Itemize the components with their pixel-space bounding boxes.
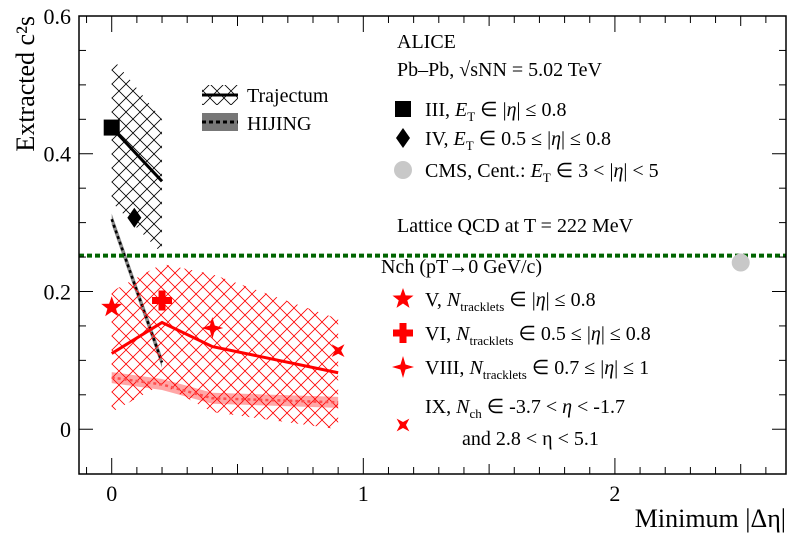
experiment-label: ALICE — [397, 31, 456, 53]
nch-group-label: Nch (pT→0 GeV/c) — [381, 256, 542, 278]
model-band-hijing-nch — [111, 372, 339, 408]
y-tick-label: 0.2 — [44, 279, 72, 304]
legend-label-5: VIII, Ntracklets ∈ 0.7 ≤ |η| ≤ 1 — [425, 357, 649, 382]
data-point-diamond-1 — [127, 207, 142, 228]
legend-marker-3 — [392, 288, 414, 308]
legend-marker-0 — [395, 101, 411, 117]
legend-marker-6 — [396, 418, 410, 432]
legend-marker-1 — [396, 128, 410, 148]
plot-frame — [78, 15, 787, 475]
y-tick-label: 0 — [60, 417, 71, 442]
legend-label-6-line2: and 2.8 < η < 5.1 — [462, 428, 599, 450]
legend-label-0: III, ET ∈ |η| ≤ 0.8 — [425, 99, 567, 124]
data-point-circle-2 — [731, 253, 750, 272]
legend-marker-4 — [393, 323, 413, 343]
x-tick-label: 2 — [609, 481, 620, 506]
lattice-qcd-label: Lattice QCD at T = 222 MeV — [397, 215, 634, 237]
legend-marker-5 — [392, 356, 414, 378]
model-line-trajectum-nch — [110, 320, 339, 375]
legend-label-2: CMS, Cent.: ET ∈ 3 < |η| < 5 — [425, 160, 659, 185]
y-tick-label: 0.4 — [44, 142, 72, 167]
system-label: Pb–Pb, √sNN = 5.02 TeV — [397, 59, 603, 81]
legend-marker-2 — [394, 161, 412, 179]
model-band-trajectum-nch — [111, 263, 339, 430]
data-point-star4-5 — [201, 317, 224, 339]
legend-hijing: HIJING — [202, 113, 311, 135]
model-line-hijing-nch — [111, 376, 339, 404]
legend-hijing-label: HIJING — [247, 113, 311, 135]
data-point-x-6 — [331, 344, 345, 358]
data-point-cross-4 — [152, 290, 173, 311]
x-tick-label: 1 — [358, 481, 369, 506]
legend-trajectum-label: Trajectum — [247, 85, 329, 107]
x-axis-label: Minimum |Δη| — [635, 504, 786, 533]
data-point-square-0 — [103, 119, 120, 136]
model-line-trajectum-et — [110, 126, 164, 183]
x-tick-label: 0 — [106, 481, 117, 506]
data-point-star-3 — [101, 296, 123, 317]
legend-trajectum: Trajectum — [202, 85, 329, 107]
legend-label-6: IX, Nch ∈ -3.7 < η < -1.7 — [425, 396, 625, 421]
y-axis-label: Extracted c²s — [11, 16, 40, 152]
legend-label-3: V, Ntracklets ∈ |η| ≤ 0.8 — [425, 289, 596, 314]
legend-label-1: IV, ET ∈ 0.5 ≤ |η| ≤ 0.8 — [425, 128, 611, 153]
y-tick-label: 0.6 — [44, 4, 72, 29]
legend-label-4: VI, Ntracklets ∈ 0.5 ≤ |η| ≤ 0.8 — [425, 323, 651, 348]
